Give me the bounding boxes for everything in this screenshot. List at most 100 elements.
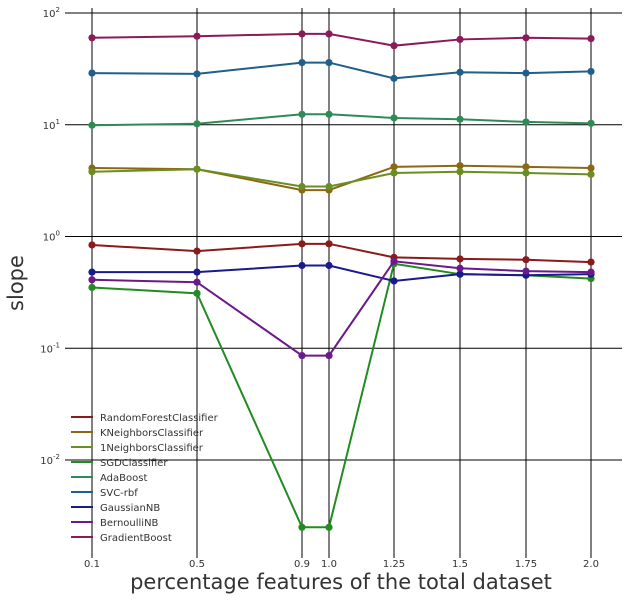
legend-label: RandomForestClassifier (100, 413, 219, 424)
series-1neighborsclassifier (88, 165, 595, 191)
series-line (91, 242, 592, 264)
x-tick-label: 1.0 (321, 559, 337, 570)
x-tick-label: 1.25 (383, 559, 405, 570)
data-point (193, 120, 201, 128)
legend-item: KNeighborsClassifier (71, 428, 204, 439)
data-point (522, 256, 530, 264)
y-tick-exponent: -2 (53, 453, 60, 461)
series-line (91, 61, 592, 80)
data-point (325, 58, 333, 67)
legend-label: GradientBoost (100, 533, 172, 544)
data-point (456, 168, 464, 176)
series-line (91, 113, 592, 127)
data-point (325, 523, 333, 531)
y-axis-label: slope (4, 255, 28, 311)
data-point (193, 278, 201, 286)
x-axis-label: percentage features of the total dataset (130, 570, 552, 594)
data-point (88, 168, 96, 176)
data-point (522, 267, 530, 275)
data-point (587, 35, 595, 43)
legend-label: SGDClassifier (100, 458, 168, 469)
y-tick-exponent: 0 (56, 230, 60, 238)
y-tick-base: 10 (40, 456, 53, 467)
data-point (390, 257, 398, 265)
series-line (92, 264, 592, 282)
legend-item: GradientBoost (71, 533, 172, 544)
data-point (456, 270, 464, 278)
data-point (522, 163, 530, 171)
x-tick-label: 0.5 (189, 559, 205, 570)
data-point (522, 169, 530, 177)
y-tick-base: 10 (43, 9, 56, 20)
series-randomforestclassifier (88, 240, 595, 266)
legend-item: BernoulliNB (71, 518, 159, 529)
data-point (193, 165, 201, 173)
x-tick-label: 0.9 (294, 559, 310, 570)
data-point (456, 35, 464, 44)
series-bernoullinb (88, 257, 595, 360)
data-point (587, 164, 595, 172)
data-point (88, 283, 96, 292)
data-point (298, 182, 306, 191)
data-point (298, 30, 306, 38)
data-point (193, 32, 201, 40)
data-point (298, 240, 306, 248)
y-tick-exponent: -1 (53, 341, 60, 349)
data-point (390, 42, 398, 50)
data-point (88, 276, 96, 284)
x-tick-label: 1.75 (515, 559, 537, 570)
series-svc-rbf (88, 58, 595, 82)
series-adaboost (88, 110, 595, 129)
legend-item: SGDClassifier (71, 458, 168, 469)
data-point (298, 110, 306, 118)
data-point (325, 110, 333, 118)
data-point (390, 74, 398, 82)
legend-item: SVC-rbf (71, 488, 138, 499)
series-gradientboost (88, 30, 595, 50)
legend-label: AdaBoost (100, 473, 147, 484)
series-line (91, 168, 592, 188)
y-tick-label: 10-1 (40, 341, 60, 355)
data-point (587, 119, 595, 127)
data-point (88, 69, 96, 77)
data-point (456, 162, 464, 170)
series-line (91, 32, 592, 47)
legend-label: SVC-rbf (100, 488, 138, 499)
y-tick-label: 100 (43, 230, 60, 244)
x-tick-label: 2.0 (583, 559, 599, 570)
series-gaussiannb (88, 261, 595, 285)
data-point (193, 289, 201, 297)
y-tick-label: 102 (43, 6, 60, 20)
data-point (325, 351, 333, 360)
data-point (325, 182, 333, 191)
y-tick-label: 10-2 (40, 453, 60, 467)
data-point (456, 115, 464, 123)
data-point (522, 34, 530, 42)
data-point (522, 69, 530, 77)
data-point (587, 258, 595, 266)
data-point (390, 114, 398, 122)
data-point (522, 118, 530, 126)
data-point (325, 30, 333, 38)
series-line (91, 260, 592, 357)
data-point (88, 34, 96, 42)
data-point (193, 247, 201, 255)
data-point (193, 70, 201, 78)
y-tick-exponent: 2 (56, 6, 60, 14)
data-point (298, 523, 306, 531)
legend-label: GaussianNB (100, 503, 160, 514)
legend: RandomForestClassifier KNeighborsClassifi… (71, 413, 219, 544)
y-tick-base: 10 (43, 121, 56, 132)
y-tick-base: 10 (40, 344, 53, 355)
legend-item: GaussianNB (71, 503, 160, 514)
x-tick-labels: 0.1 0.5 0.9 1.0 1.25 1.5 1.75 2.0 (84, 559, 599, 570)
legend-label: 1NeighborsClassifier (100, 443, 204, 454)
data-point (298, 351, 306, 360)
y-tick-base: 10 (43, 233, 56, 244)
data-point (325, 240, 333, 248)
y-tick-exponent: 1 (56, 118, 60, 126)
data-point (193, 268, 201, 276)
